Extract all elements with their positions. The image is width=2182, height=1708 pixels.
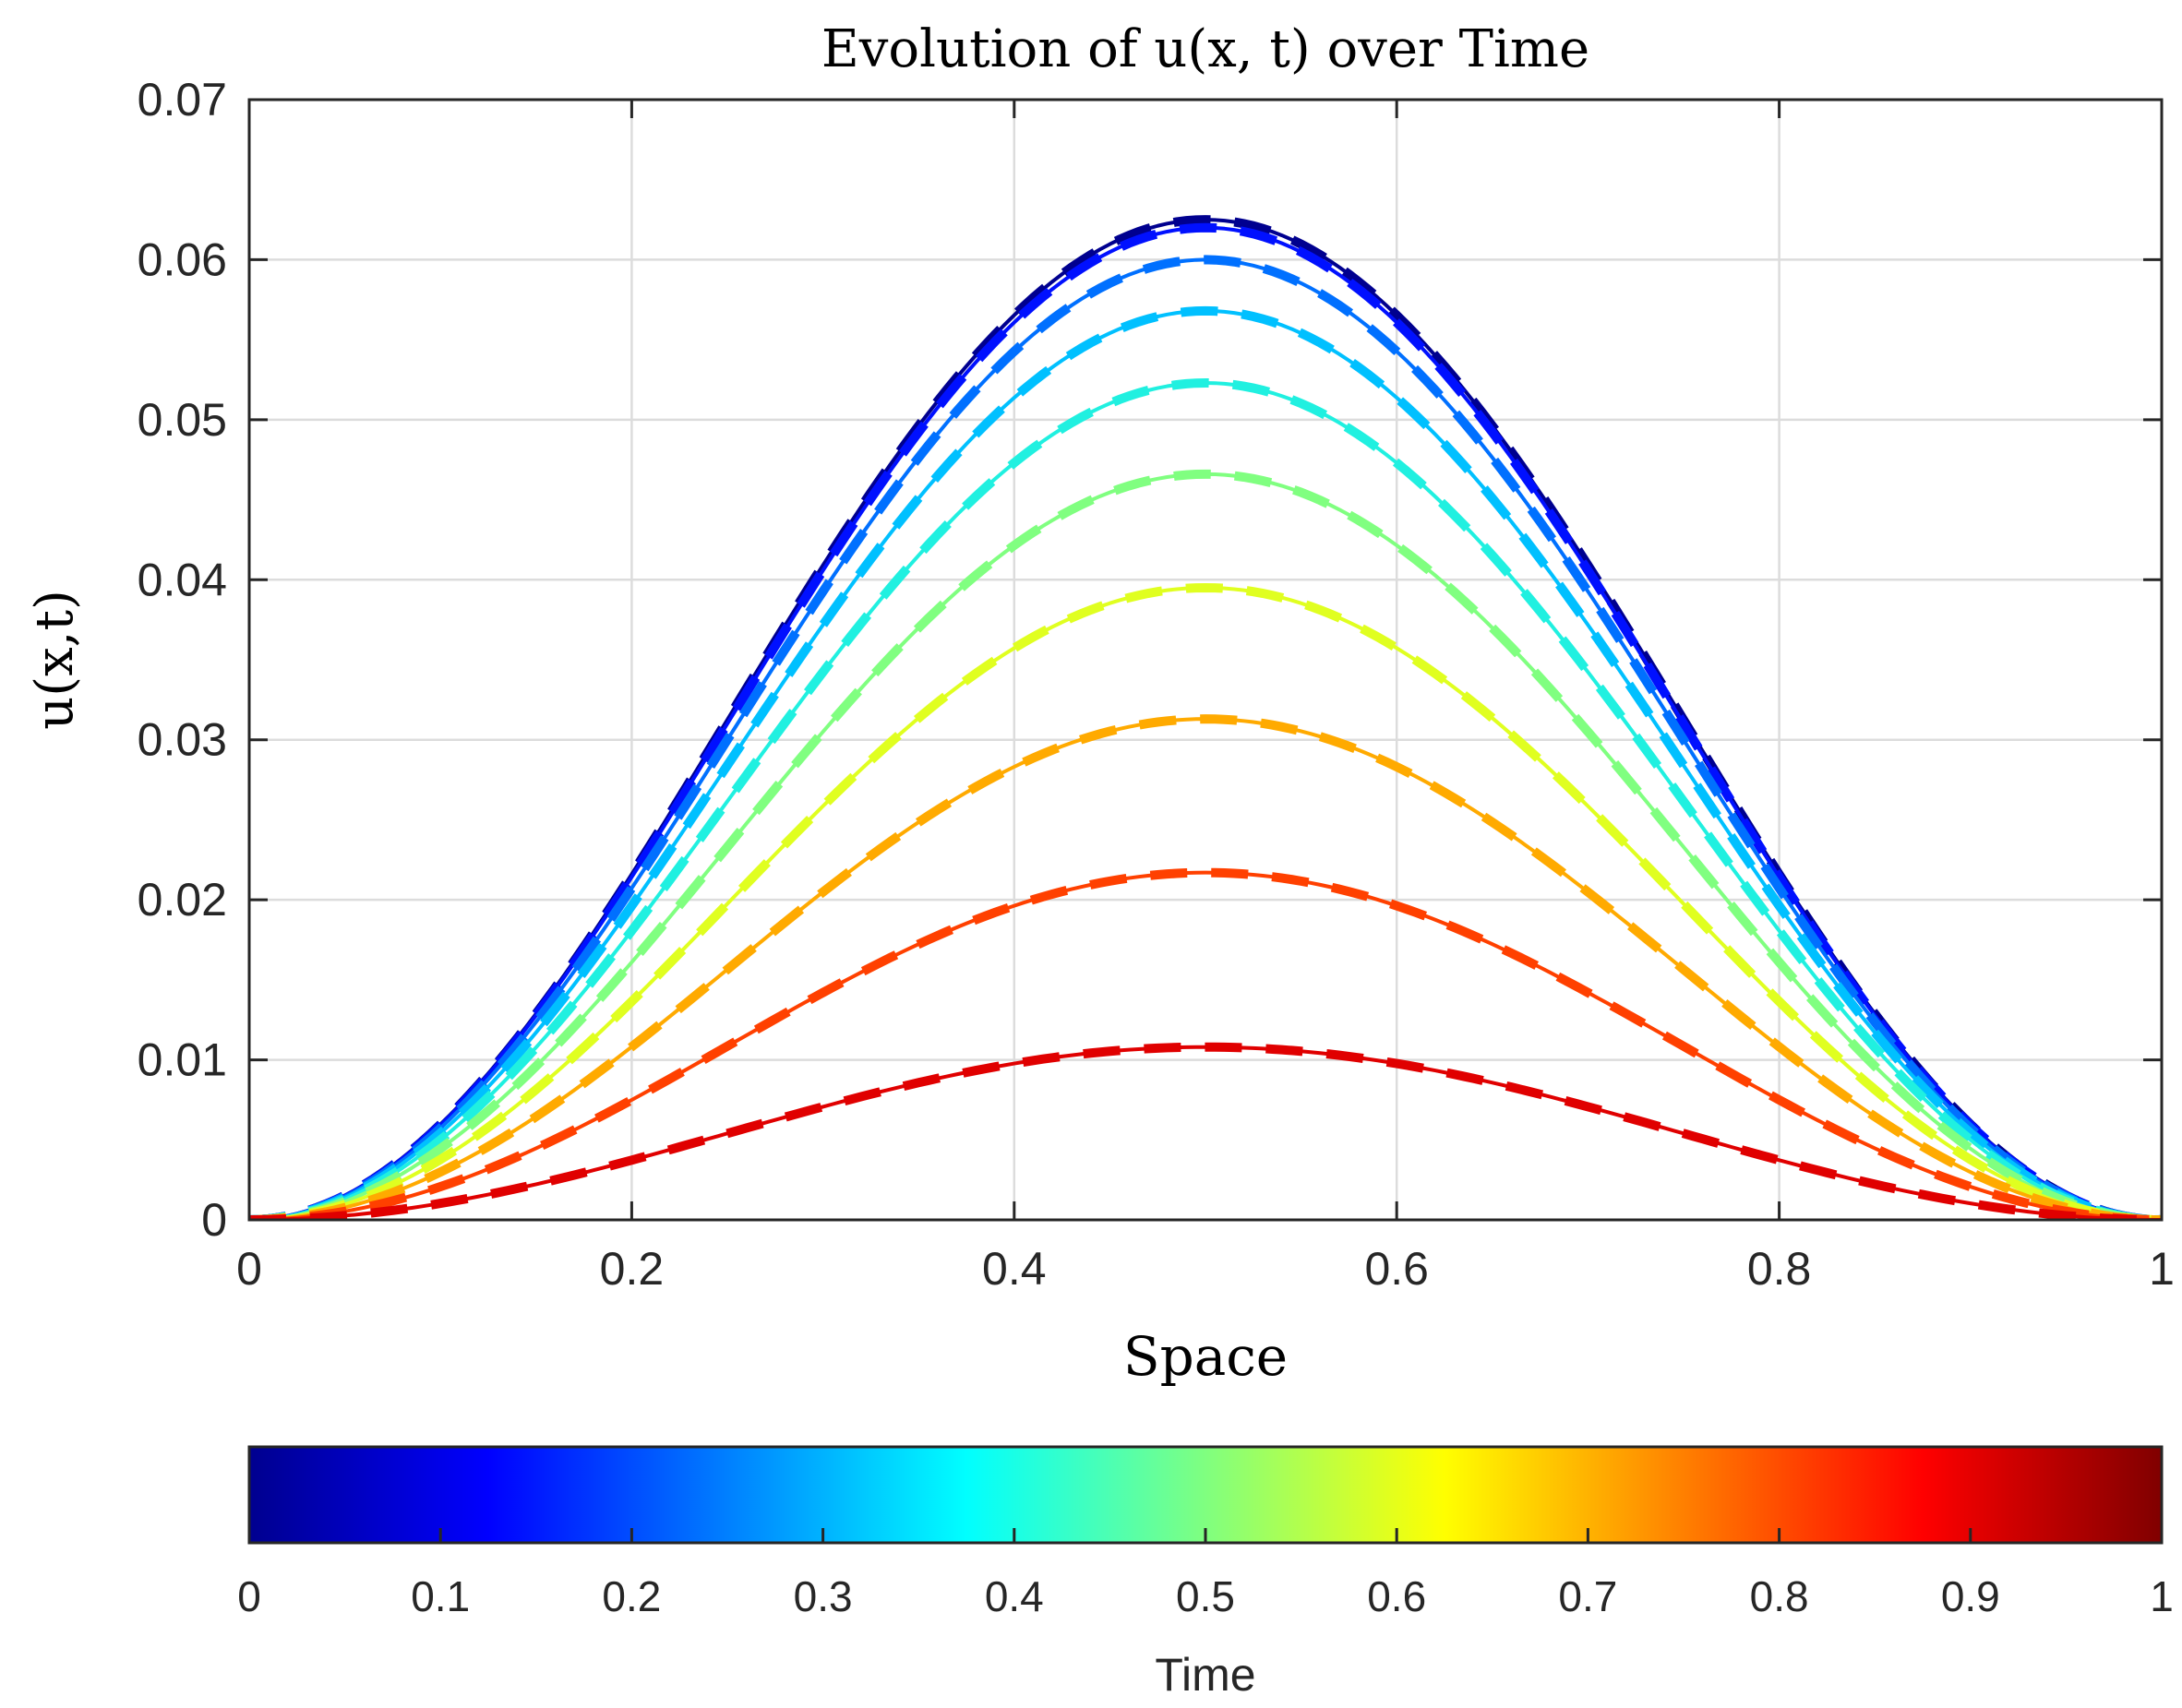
axis-ticks [247,98,2164,1222]
series-line-approx [249,582,2162,1220]
series-lines [249,215,2162,1220]
x-tick-labels: 0 0.2 0.4 0.6 0.8 1 [236,1243,2175,1295]
colorbar-tick-label: 0.4 [985,1572,1044,1620]
y-tick-label: 0.02 [138,874,227,926]
series-line-approx [249,1042,2162,1220]
colorbar-gradient [247,1445,2164,1545]
x-axis-label: Space [1123,1325,1288,1388]
colorbar-tick-label: 0.8 [1750,1572,1809,1620]
colorbar-label: Time [1155,1649,1255,1701]
y-tick-label: 0.05 [138,394,227,446]
axes-box [247,98,2164,1222]
series-line-approx [249,222,2162,1220]
colorbar-tick-label: 0.3 [794,1572,853,1620]
series-line-approx [249,714,2162,1220]
colorbar-tick-labels: 0 0.1 0.2 0.3 0.4 0.5 0.6 0.7 0.8 0.9 1 [237,1572,2174,1620]
y-tick-label: 0.03 [138,714,227,766]
x-tick-label: 1 [2149,1243,2175,1295]
colorbar-tick-label: 0.1 [411,1572,470,1620]
colorbar-ticks [247,1528,2164,1543]
chart-title: Evolution of u(x, t) over Time [821,19,1589,79]
colorbar-tick-label: 1 [2150,1572,2174,1620]
y-tick-label: 0.04 [138,554,227,605]
colorbar-tick-label: 0 [237,1572,261,1620]
x-tick-label: 0 [236,1243,262,1295]
x-tick-label: 0.6 [1364,1243,1429,1295]
x-tick-label: 0.2 [600,1243,665,1295]
y-tick-label: 0.06 [138,233,227,285]
y-axis-label: u(x,t) [25,590,85,730]
colorbar-tick-label: 0.7 [1558,1572,1617,1620]
series-line-approx [249,305,2162,1220]
y-tick-labels: 0 0.01 0.02 0.03 0.04 0.05 0.06 0.07 [138,74,227,1246]
y-tick-label: 0.01 [138,1034,227,1086]
series-line-approx [249,469,2162,1220]
colorbar-tick-label: 0.9 [1941,1572,2000,1620]
colorbar-tick-label: 0.2 [602,1572,661,1620]
x-tick-label: 0.4 [982,1243,1047,1295]
colorbar-tick-label: 0.6 [1367,1572,1426,1620]
series-line-approx [249,377,2162,1220]
x-tick-label: 0.8 [1747,1243,1812,1295]
y-tick-label: 0.07 [138,74,227,125]
colorbar-tick-label: 0.5 [1176,1572,1235,1620]
series-line-approx [249,867,2162,1220]
y-tick-label: 0 [201,1194,227,1246]
plot-area: 0 0.2 0.4 0.6 0.8 1 0 0.01 0.02 0.03 0.04 0.05 0.06… [138,74,2175,1295]
colorbar: 0 0.1 0.2 0.3 0.4 0.5 0.6 0.7 0.8 0.9 1 Time [237,1445,2174,1701]
series-line-approx [249,255,2162,1220]
